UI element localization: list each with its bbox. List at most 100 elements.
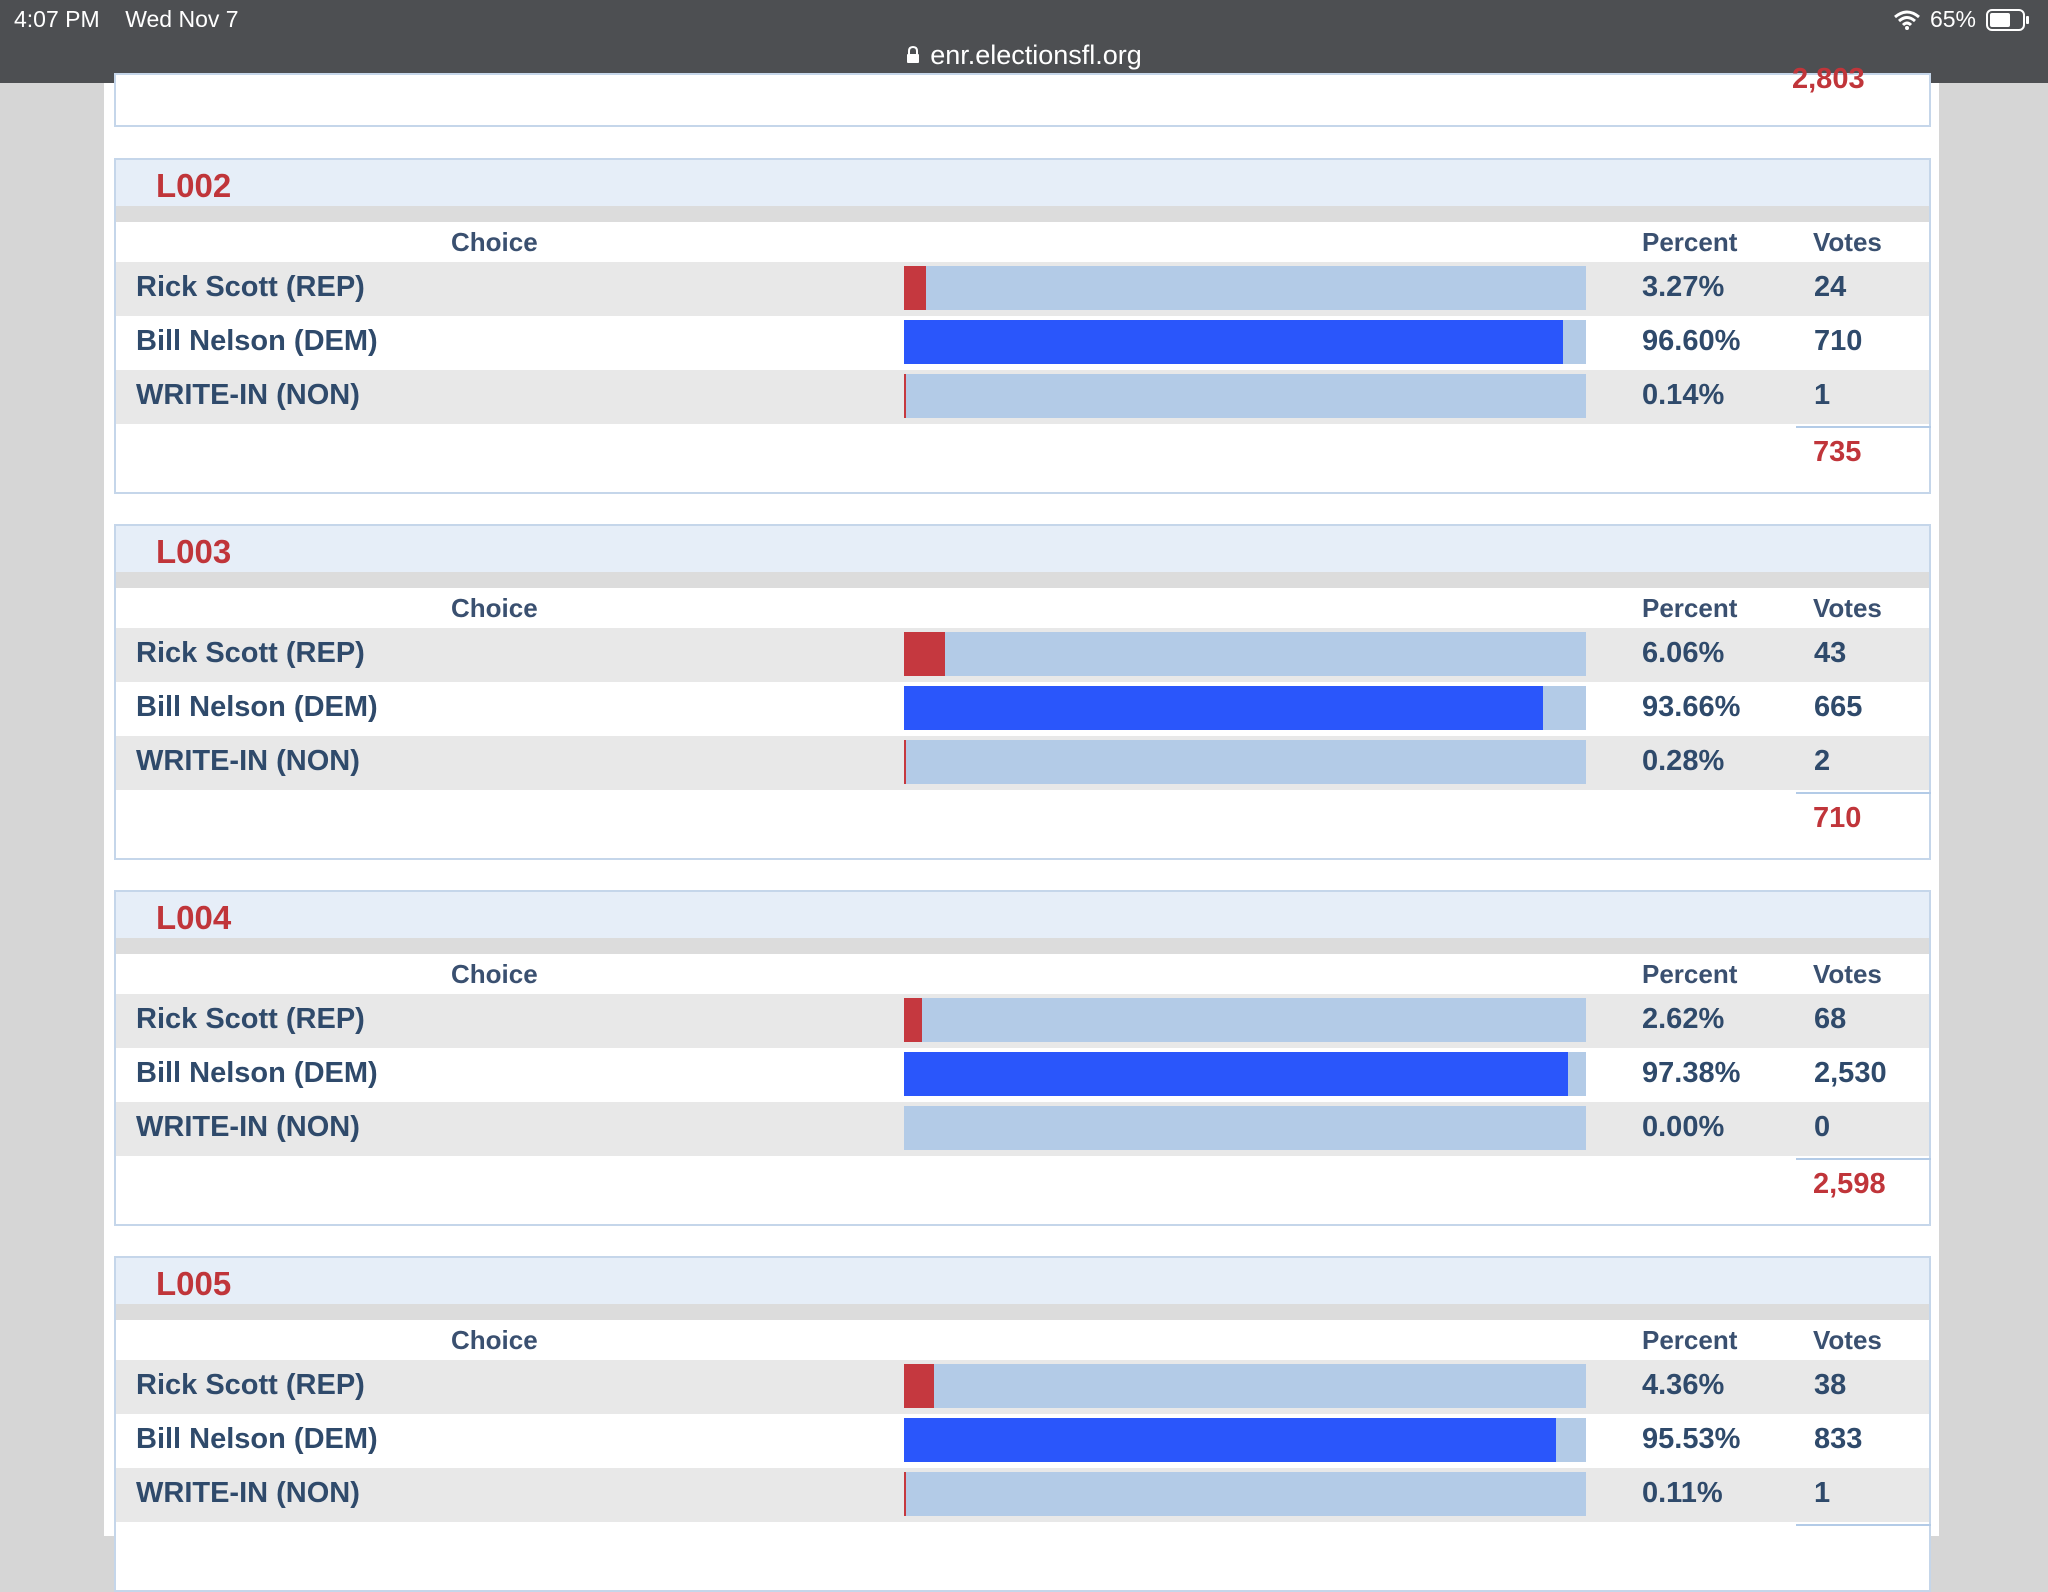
result-row: WRITE-IN (NON) 0.00% 0 [116,1102,1929,1156]
race-title: L005 [156,1265,232,1302]
result-row: Rick Scott (REP) 2.62% 68 [116,994,1929,1048]
column-header-percent: Percent [1642,959,1738,989]
race-header: L002 [116,160,1929,206]
percent-bar [904,686,1586,730]
percent-bar-fill [904,686,1543,730]
race-separator [116,572,1929,588]
race-footer: 2,598 [116,1156,1931,1218]
column-header-votes: Votes [1813,1325,1882,1355]
result-row: Bill Nelson (DEM) 93.66% 665 [116,682,1929,736]
total-divider [1796,792,1931,794]
race-total: 710 [1813,802,1862,834]
column-header-percent: Percent [1642,593,1738,623]
votes-value: 1 [1814,1477,1831,1509]
race-panel: L004 Choice Percent Votes Rick Scott (REP) 2.… [114,890,1931,1226]
column-header-choice: Choice [451,959,538,989]
column-header-row: Choice Percent Votes [116,954,1929,994]
total-divider [1796,426,1931,428]
percent-bar [904,632,1586,676]
candidate-name: Bill Nelson (DEM) [136,691,378,723]
percent-bar-fill [904,1052,1568,1096]
result-row: Bill Nelson (DEM) 97.38% 2,530 [116,1048,1929,1102]
percent-value: 3.27% [1642,271,1725,303]
candidate-name: WRITE-IN (NON) [136,379,360,411]
race-total: 2,598 [1813,1168,1886,1200]
votes-value: 833 [1814,1423,1863,1455]
candidate-name: Rick Scott (REP) [136,637,365,669]
votes-value: 43 [1814,637,1847,669]
column-header-votes: Votes [1813,227,1882,257]
percent-bar [904,1052,1586,1096]
percent-bar [904,374,1586,418]
candidate-name: Rick Scott (REP) [136,1369,365,1401]
percent-bar-fill [904,1472,906,1516]
percent-bar [904,1106,1586,1150]
status-right: 65% [1893,6,2030,33]
percent-value: 0.11% [1642,1477,1723,1509]
candidate-name: Bill Nelson (DEM) [136,1423,378,1455]
result-row: Rick Scott (REP) 6.06% 43 [116,628,1929,682]
candidate-name: Bill Nelson (DEM) [136,1057,378,1089]
result-row: WRITE-IN (NON) 0.11% 1 [116,1468,1929,1522]
race-footer: 710 [116,790,1931,852]
race-title: L004 [156,899,232,936]
battery-icon [1986,8,2030,31]
result-row: Bill Nelson (DEM) 96.60% 710 [116,316,1929,370]
percent-bar [904,266,1586,310]
candidate-name: WRITE-IN (NON) [136,1111,360,1143]
percent-bar [904,740,1586,784]
time-text: 4:07 PM [14,6,100,32]
race-separator [116,206,1929,222]
race-separator [116,1304,1929,1320]
date-text: Wed Nov 7 [125,6,239,32]
votes-value: 68 [1814,1003,1847,1035]
candidate-name: Bill Nelson (DEM) [136,325,378,357]
votes-value: 2 [1814,745,1831,777]
percent-bar-fill [904,374,906,418]
status-time: 4:07 PM Wed Nov 7 [14,6,239,33]
percent-value: 93.66% [1642,691,1741,723]
race-title: L002 [156,167,232,204]
candidate-name: Rick Scott (REP) [136,1003,365,1035]
percent-bar [904,320,1586,364]
url-bar[interactable]: enr.electionsfl.org [0,40,2048,71]
previous-race-panel: 2,803 [114,63,1931,127]
percent-bar-fill [904,320,1563,364]
votes-value: 38 [1814,1369,1847,1401]
votes-value: 710 [1814,325,1863,357]
result-row: Bill Nelson (DEM) 95.53% 833 [116,1414,1929,1468]
column-header-row: Choice Percent Votes [116,222,1929,262]
race-total: 735 [1813,436,1862,468]
results-page: 2,803 L002 Choice Percent Votes Rick Scott (… [104,63,1939,1592]
race-separator [116,938,1929,954]
votes-value: 0 [1814,1111,1831,1143]
result-row: Rick Scott (REP) 4.36% 38 [116,1360,1929,1414]
percent-value: 97.38% [1642,1057,1741,1089]
votes-value: 2,530 [1814,1057,1887,1089]
percent-value: 4.36% [1642,1369,1725,1401]
column-header-row: Choice Percent Votes [116,588,1929,628]
wifi-icon [1893,10,1920,30]
race-footer: 735 [116,424,1931,486]
column-header-choice: Choice [451,593,538,623]
column-header-row: Choice Percent Votes [116,1320,1929,1360]
total-divider [1796,1524,1931,1526]
percent-bar [904,1418,1586,1462]
url-text: enr.electionsfl.org [930,40,1142,70]
percent-bar-fill [904,998,922,1042]
column-header-percent: Percent [1642,227,1738,257]
votes-value: 24 [1814,271,1847,303]
percent-value: 96.60% [1642,325,1741,357]
column-header-choice: Choice [451,227,538,257]
column-header-choice: Choice [451,1325,538,1355]
percent-value: 2.62% [1642,1003,1725,1035]
percent-bar-fill [904,1418,1556,1462]
race-title: L003 [156,533,232,570]
total-divider [1796,1158,1931,1160]
previous-total: 2,803 [1792,63,1865,95]
percent-bar [904,1472,1586,1516]
race-panel: L005 Choice Percent Votes Rick Scott (REP) 4.… [114,1256,1931,1592]
candidate-name: Rick Scott (REP) [136,271,365,303]
column-header-votes: Votes [1813,959,1882,989]
race-header: L005 [116,1258,1929,1304]
